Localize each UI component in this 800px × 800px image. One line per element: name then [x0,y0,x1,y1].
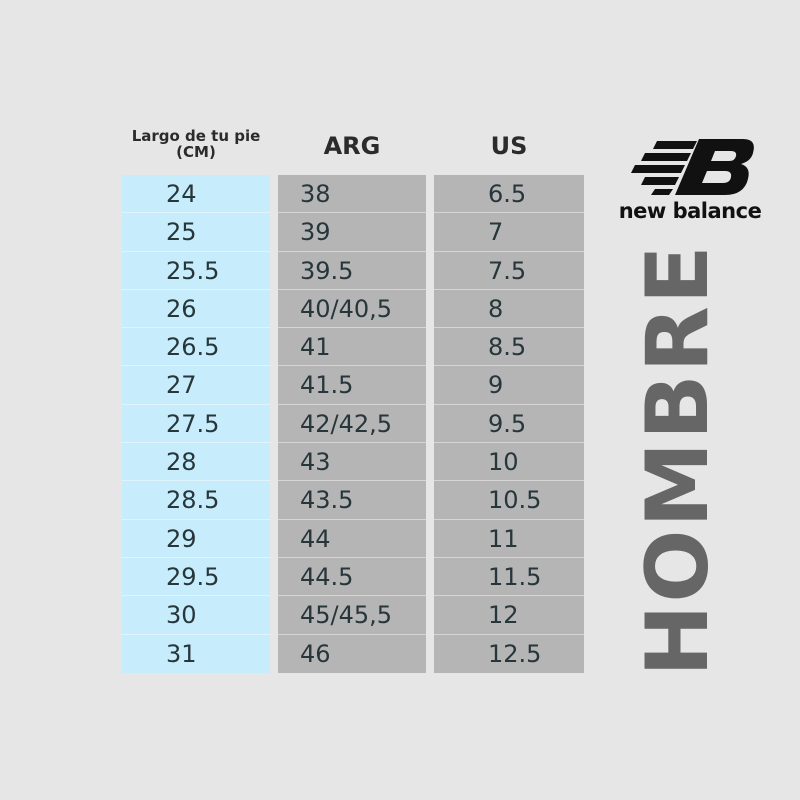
cell-us: 7.5 [434,252,584,290]
cell-arg: 38 [278,175,426,214]
cell-arg: 40/40,5 [278,290,426,329]
header-cm: Largo de tu pie (CM) [131,127,261,161]
cell-cm: 30 [122,596,270,635]
cell-us: 10.5 [434,481,584,520]
cell-cm: 25 [122,213,270,252]
cell-arg: 39.5 [278,252,426,290]
cell-us: 11 [434,520,584,558]
cell-us: 10 [434,443,584,482]
cell-us: 12 [434,596,584,635]
cell-us: 12.5 [488,639,542,668]
brand-name: new balance [618,199,762,223]
cell-cm: 29 [122,520,270,558]
cell-us: 9.5 [434,405,584,444]
cell-cm: 26.5 [122,328,270,367]
cell-us: 8 [434,290,584,329]
new-balance-logo: new balance [605,135,775,230]
cell-us: 9 [434,366,584,405]
column-arg: 38 39 39.5 40/40,5 41 41.5 42/42,5 43 43.5 44 44.5… [278,175,426,673]
cell-arg: 42/42,5 [278,405,426,444]
cell-cm: 31 [166,639,197,668]
cell-arg: 46 [300,639,331,668]
cell-arg: 44.5 [278,558,426,597]
cell-cm: 28.5 [122,481,270,520]
header-us: US [490,132,528,160]
cell-arg: 41.5 [278,366,426,405]
cell-cm: 29.5 [122,558,270,597]
cell-arg: 43 [278,443,426,482]
cell-us: 11.5 [434,558,584,597]
header-arg: ARG [323,132,381,160]
cell-us: 8.5 [434,328,584,367]
cell-cm: 24 [122,175,270,214]
cell-arg: 43.5 [278,481,426,520]
cell-us: 6.5 [434,175,584,214]
cell-arg: 45/45,5 [278,596,426,635]
cell-cm: 27 [122,366,270,405]
nb-logo-icon [631,139,754,195]
gender-label: HOMBRE [628,243,728,677]
cell-cm: 25.5 [122,252,270,290]
cell-cm: 27.5 [122,405,270,444]
column-cm: 24 25 25.5 26 26.5 27 27.5 28 28.5 29 29.5 30 31 [122,175,270,673]
cell-arg: 39 [278,213,426,252]
cell-cm: 28 [122,443,270,482]
cell-us: 7 [434,213,584,252]
column-us: 6.5 7 7.5 8 8.5 9 9.5 10 10.5 11 11.5 12 12.5 [434,175,584,673]
cell-arg: 44 [278,520,426,558]
cell-arg: 41 [278,328,426,367]
cell-cm: 26 [122,290,270,329]
